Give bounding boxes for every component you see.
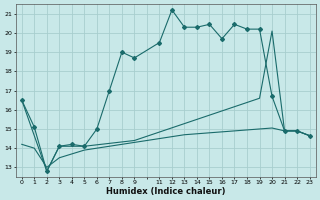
X-axis label: Humidex (Indice chaleur): Humidex (Indice chaleur) xyxy=(106,187,225,196)
